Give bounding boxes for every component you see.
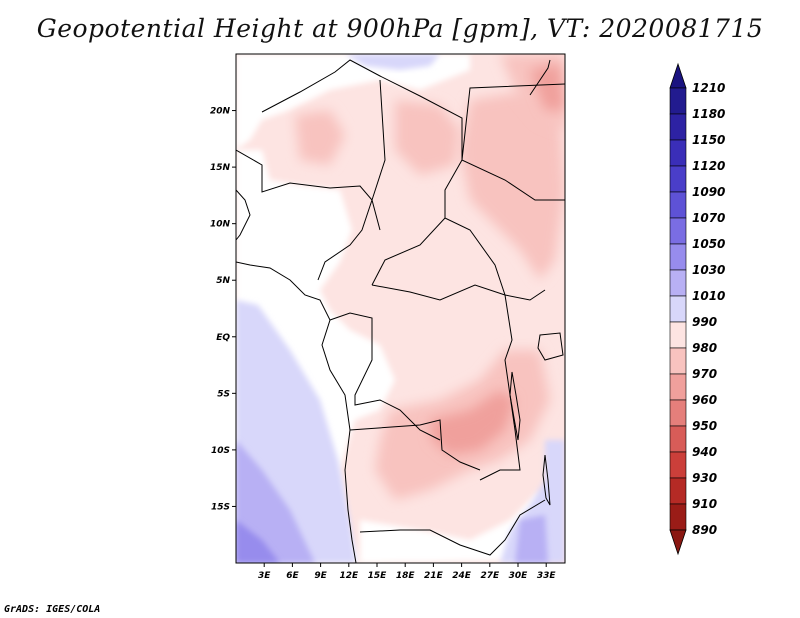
colorbar-level-label: 930 xyxy=(692,471,717,485)
field-960-core xyxy=(430,390,515,455)
lon-tick-label: 15E xyxy=(368,571,388,581)
field-1030-southeast xyxy=(515,515,548,563)
colorbar-swatch xyxy=(669,373,687,401)
lat-tick-label: 5N xyxy=(216,276,230,286)
colorbar-swatch xyxy=(669,269,687,297)
field-970-sudan xyxy=(395,100,460,175)
colorbar-level-label: 890 xyxy=(692,523,717,537)
colorbar-level-label: 1210 xyxy=(692,81,725,95)
red-sea-coast xyxy=(529,59,551,96)
lat-tick-label: 15N xyxy=(210,163,231,173)
colorbar-swatch xyxy=(669,295,687,323)
west-coastline xyxy=(236,261,357,563)
lon-tick-label: 33E xyxy=(537,571,557,581)
colorbar-swatch xyxy=(669,451,687,479)
height-field xyxy=(236,54,565,563)
colorbar-level-label: 950 xyxy=(692,419,717,433)
latitude-axis: 20N 15N 10N 5N EQ 5S 10S 15S xyxy=(210,107,236,512)
congo-border xyxy=(329,312,441,441)
lon-tick-label: 18E xyxy=(396,571,416,581)
colorbar-swatch xyxy=(669,165,687,193)
longitude-axis: 3E 6E 9E 12E 15E 18E 21E 24E 27E 30E 33E xyxy=(258,563,556,581)
sudan-border xyxy=(444,159,565,218)
colorbar-level-label: 990 xyxy=(692,315,717,329)
colorbar-swatch xyxy=(669,347,687,375)
lon-tick-label: 6E xyxy=(286,571,299,581)
field-990-north xyxy=(236,54,470,150)
colorbar-swatch xyxy=(669,399,687,427)
colorbar-swatch xyxy=(669,191,687,219)
colorbar-swatch xyxy=(669,139,687,167)
drc-east-border xyxy=(479,294,521,481)
lon-tick-label: 30E xyxy=(509,571,529,581)
field-1050 xyxy=(236,520,280,563)
southern-border xyxy=(359,499,546,556)
lake-chad-border xyxy=(317,79,386,281)
field-960-ne xyxy=(530,64,565,110)
colorbar-bottom-arrow xyxy=(669,529,687,556)
lat-tick-label: 10S xyxy=(211,446,230,456)
gulf-inlet xyxy=(236,189,251,241)
lat-tick-label: 15S xyxy=(211,502,230,512)
lon-tick-label: 9E xyxy=(314,571,327,581)
colorbar-swatch xyxy=(669,503,687,531)
colorbar-level-label: 1010 xyxy=(692,289,725,303)
colorbar-swatch xyxy=(669,321,687,349)
plot-frame xyxy=(235,53,566,564)
lon-tick-label: 27E xyxy=(480,571,500,581)
colorbar: 1210 1180 1150 1120 1090 1070 1050 1030 1010 990 9… xyxy=(669,62,725,556)
northern-border xyxy=(261,59,565,161)
lon-tick-label: 21E xyxy=(424,571,444,581)
colorbar-swatch xyxy=(669,243,687,271)
boundaries xyxy=(236,59,565,563)
colorbar-level-label: 980 xyxy=(692,341,717,355)
field-970-niger xyxy=(295,110,345,165)
field-1030 xyxy=(236,440,315,563)
lat-tick-label: 10N xyxy=(210,220,231,230)
colorbar-level-label: 1180 xyxy=(692,107,725,121)
lon-tick-label: 3E xyxy=(258,571,271,581)
colorbar-level-label: 910 xyxy=(692,497,717,511)
lat-tick-label: EQ xyxy=(216,333,230,343)
lat-tick-label: 5S xyxy=(217,389,230,399)
colorbar-swatch xyxy=(669,113,687,141)
lake-victoria xyxy=(537,332,564,361)
central-border xyxy=(371,284,546,301)
lat-tick-label: 20N xyxy=(210,107,231,117)
colorbar-swatch xyxy=(669,87,687,115)
map-title: Geopotential Height at 900hPa [gpm], VT:… xyxy=(36,14,764,43)
colorbar-level-label: 970 xyxy=(692,367,717,381)
grads-credit: GrADS: IGES/COLA xyxy=(4,604,101,615)
field-990-south xyxy=(360,490,545,563)
lake-tanganyika xyxy=(509,371,521,441)
lon-tick-label: 24E xyxy=(452,571,472,581)
colorbar-level-label: 1030 xyxy=(692,263,725,277)
sahel-border xyxy=(236,149,381,231)
colorbar-swatch xyxy=(669,425,687,453)
colorbar-level-label: 1070 xyxy=(692,211,725,225)
lake-malawi xyxy=(542,454,551,506)
colorbar-swatch xyxy=(669,477,687,505)
colorbar-level-label: 1090 xyxy=(692,185,725,199)
colorbar-level-label: 960 xyxy=(692,393,717,407)
angola-border xyxy=(349,419,481,471)
lon-tick-label: 12E xyxy=(339,571,359,581)
colorbar-level-label: 940 xyxy=(692,445,717,459)
colorbar-level-label: 1150 xyxy=(692,133,725,147)
colorbar-level-label: 1120 xyxy=(692,159,725,173)
colorbar-level-label: 1050 xyxy=(692,237,725,251)
field-1010-north xyxy=(345,54,440,70)
colorbar-swatch xyxy=(669,217,687,245)
field-1010-southeast xyxy=(500,440,565,563)
colorbar-top-arrow xyxy=(669,62,687,89)
